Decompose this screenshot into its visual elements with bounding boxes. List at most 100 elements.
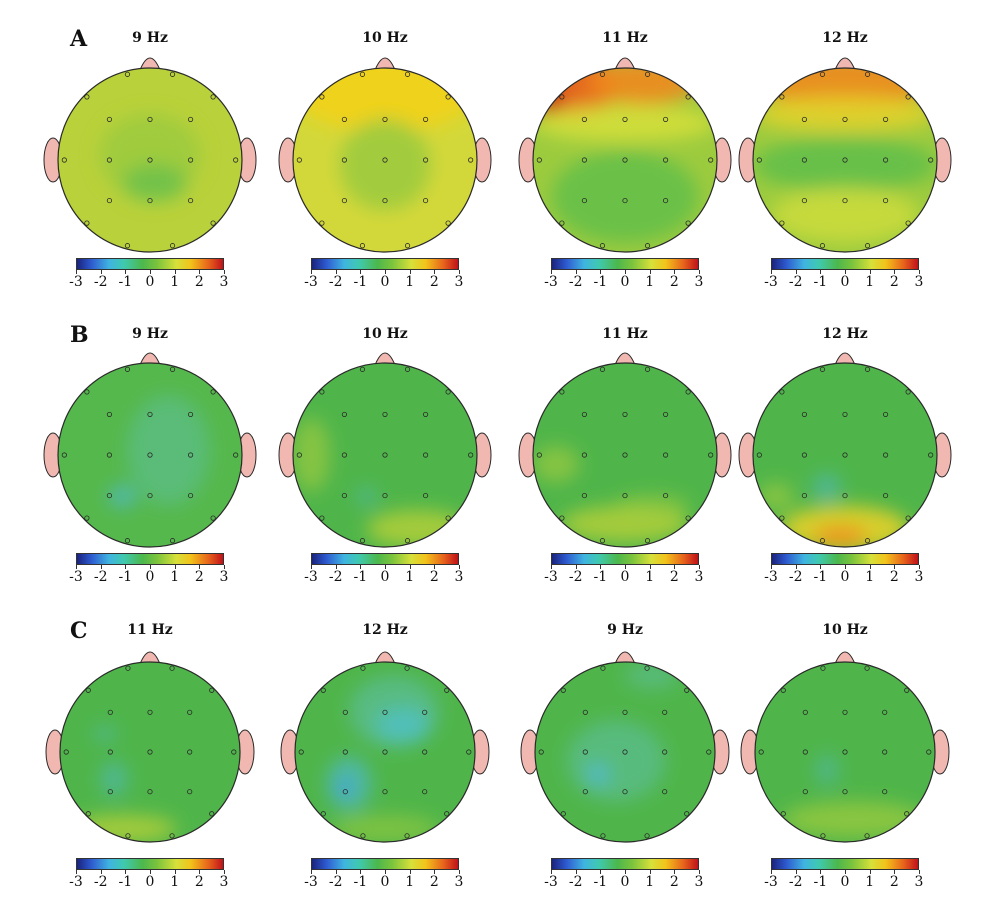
colorbar-tick-label: 1 (645, 569, 655, 585)
electrode (187, 197, 194, 204)
electrode (905, 220, 911, 226)
electrode (842, 197, 848, 204)
electrode (422, 411, 429, 418)
colorbar-tick (409, 870, 411, 874)
colorbar-tick-label: 2 (194, 274, 204, 290)
colorbar-tick (76, 870, 77, 874)
electrode (63, 749, 69, 755)
electrode (445, 389, 451, 395)
colorbar-tick-label: -2 (568, 274, 583, 290)
electrode (905, 389, 911, 395)
electrode (210, 515, 216, 521)
electrode (684, 687, 690, 693)
colorbar-tick-label: 1 (405, 874, 415, 890)
colorbar-tick (224, 270, 225, 274)
electrode (842, 749, 848, 755)
colorbar-tick (100, 565, 102, 569)
electrode (468, 157, 474, 163)
colorbar-tick-label: -2 (788, 874, 803, 890)
colorbar-tick-label: 0 (840, 274, 850, 290)
electrode (445, 94, 451, 100)
electrode (106, 197, 113, 204)
colorbar-tick-label: -3 (304, 569, 318, 585)
electrode (341, 452, 348, 458)
electrode (169, 833, 175, 839)
colorbar-tick-label: 3 (219, 569, 229, 585)
colorbar-tick (434, 565, 436, 569)
colorbar-tick (434, 870, 436, 874)
colorbar-tick (174, 270, 176, 274)
colorbar-tick (575, 870, 577, 874)
colorbar-tick-label: 2 (669, 274, 679, 290)
electrode (84, 220, 90, 226)
electrode (382, 157, 388, 163)
panel-label-c: C (70, 618, 88, 644)
colorbar-tick (771, 870, 772, 874)
electrode (802, 749, 808, 755)
colorbar-tick (820, 270, 822, 274)
colorbar-tick-label: 0 (380, 569, 390, 585)
electrode (802, 709, 808, 715)
electrode (169, 243, 176, 249)
electrode (882, 197, 889, 204)
colorbar-tick-label: 1 (405, 274, 415, 290)
electrode (210, 389, 216, 395)
colorbar-tick-label: -3 (304, 274, 318, 290)
electrode (106, 157, 113, 163)
colorbar-tick-label: 3 (914, 569, 924, 585)
electrode (359, 71, 366, 77)
electrode (445, 220, 451, 226)
colorbar-tick-label: 0 (620, 569, 630, 585)
colorbar-tick-label: 3 (694, 874, 704, 890)
electrode (341, 116, 348, 123)
colorbar-tick-label: -1 (353, 274, 368, 290)
colorbar-tick-label: -1 (813, 569, 828, 585)
colorbar-tick (795, 870, 797, 874)
colorbar-tick (224, 870, 225, 874)
electrode (298, 749, 304, 755)
electrode (780, 811, 786, 817)
head-topomap (740, 651, 950, 843)
colorbar-tick (869, 565, 871, 569)
head-topomap (43, 57, 257, 253)
head-outline (532, 362, 718, 548)
colorbar-tick-label: -2 (328, 569, 343, 585)
panel-label-a: A (70, 26, 88, 52)
electrode (622, 709, 628, 715)
electrode (882, 749, 888, 755)
colorbar (551, 858, 699, 870)
electrode (599, 366, 606, 372)
electrode (560, 811, 566, 817)
colorbar (771, 858, 919, 870)
electrode (187, 709, 193, 715)
colorbar-tick (125, 565, 127, 569)
colorbar-tick (919, 270, 920, 274)
electrode (147, 411, 153, 418)
colorbar-tick (150, 565, 151, 569)
electrode (106, 452, 113, 458)
colorbar-tick-label: -3 (764, 274, 778, 290)
electrode (320, 687, 326, 693)
electrode (187, 492, 194, 499)
head-outline (57, 67, 243, 253)
colorbar-tick (459, 270, 460, 274)
colorbar (311, 553, 459, 565)
colorbar (551, 553, 699, 565)
electrode (147, 749, 153, 755)
electrode (382, 789, 388, 795)
electrode (169, 366, 176, 372)
colorbar-tick (771, 565, 772, 569)
colorbar-tick (385, 270, 386, 274)
map-title: 11 Hz (127, 622, 173, 638)
electrode (187, 157, 194, 163)
colorbar-tick (551, 565, 552, 569)
colorbar-tick-label: 3 (219, 274, 229, 290)
head-topomap (278, 57, 492, 253)
electrode (382, 197, 388, 204)
head-outline (292, 362, 478, 548)
electrode (107, 789, 113, 795)
colorbar-tick (360, 870, 362, 874)
electrode (644, 833, 650, 839)
colorbar-tick-label: -2 (788, 569, 803, 585)
electrode (342, 749, 348, 755)
